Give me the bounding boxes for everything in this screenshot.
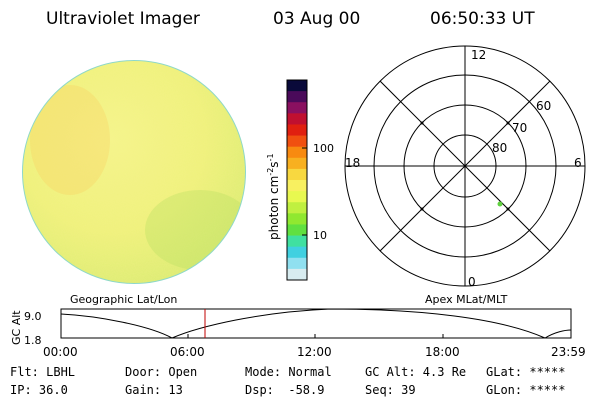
timeline-ytick-bottom: 1.8: [24, 334, 42, 347]
timeline-right-title: Apex MLat/MLT: [425, 293, 508, 306]
timeline-xticks: [60, 334, 572, 338]
colorbar-band: [287, 224, 307, 237]
xtick-2359: 23:59: [551, 345, 586, 359]
status-door: Door: Open: [125, 365, 198, 379]
uv-image-disk: [22, 60, 246, 284]
colorbar-frame: [286, 79, 308, 281]
colorbar-band: [287, 257, 307, 270]
colorbar-band: [287, 146, 307, 159]
status-flt: Flt: LBHL: [10, 365, 76, 379]
colorbar-band: [287, 124, 307, 137]
colorbar-band: [287, 113, 307, 125]
colorbar-units: photon cm-2s-1: [266, 153, 281, 240]
colorbar-band: [287, 202, 307, 214]
satellite-position-marker: [497, 201, 503, 207]
time-label: 06:50:33 UT: [430, 9, 535, 29]
xtick-1800: 18:00: [425, 345, 460, 359]
colorbar-band: [287, 102, 307, 114]
status-gcalt: GC Alt: 4.3 Re: [365, 365, 467, 379]
colorbar-band: [287, 168, 307, 181]
timeline-axis-label: GC Alt: [10, 310, 23, 345]
status-gain: Gain: 13: [125, 383, 183, 397]
polar-grid: [344, 45, 586, 287]
status-dsp: Dsp: -58.9: [245, 383, 325, 397]
instrument-title: Ultraviolet Imager: [46, 9, 200, 29]
status-glat: GLat: *****: [486, 365, 566, 379]
colorbar-label-100: 100: [313, 142, 334, 155]
colorbar-band: [287, 157, 307, 170]
colorbar-band: [287, 235, 307, 248]
colorbar-band: [287, 180, 307, 192]
colorbar-band: [287, 135, 307, 148]
date-label: 03 Aug 00: [273, 9, 361, 29]
svg-text:photon cm-2s-1: photon cm-2s-1: [266, 153, 281, 240]
colorbar-band: [287, 91, 307, 103]
colorbar-band: [287, 268, 307, 281]
colorbar-band: [287, 191, 307, 203]
polar-dots: [420, 121, 510, 211]
polar-label-0: 0: [468, 275, 476, 289]
polar-label-6: 6: [574, 156, 582, 170]
polar-ring-70: 70: [512, 121, 527, 135]
xtick-1200: 12:00: [297, 345, 332, 359]
colorbar: [287, 80, 307, 281]
colorbar-band: [287, 213, 307, 225]
xtick-0600: 06:00: [170, 345, 205, 359]
polar-label-12: 12: [471, 48, 486, 62]
colorbar-band: [287, 246, 307, 259]
status-mode: Mode: Normal: [245, 365, 332, 379]
colorbar-band: [287, 80, 307, 92]
status-glon: GLon: *****: [486, 383, 566, 397]
status-ip: IP: 36.0: [10, 383, 68, 397]
timeline-left-title: Geographic Lat/Lon: [70, 293, 177, 306]
altitude-curve: [60, 308, 572, 339]
svg-text:GC Alt: GC Alt: [10, 310, 23, 345]
polar-ring-60: 60: [536, 99, 551, 113]
timeline-ytick-top: 9.0: [24, 310, 42, 323]
timeline-frame: [60, 308, 572, 339]
polar-ring-80: 80: [492, 141, 507, 155]
xtick-0000: 00:00: [43, 345, 78, 359]
colorbar-label-10: 10: [313, 229, 327, 242]
polar-label-18: 18: [345, 156, 360, 170]
status-seq: Seq: 39: [365, 383, 416, 397]
